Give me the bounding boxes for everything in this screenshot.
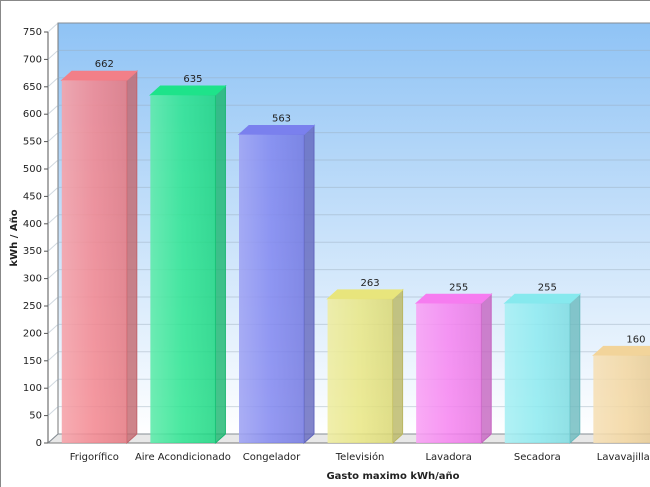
bar-side	[569, 293, 581, 445]
value-label: 160	[626, 334, 645, 345]
y-tick-label: 150	[23, 356, 42, 367]
x-tick-label: Secadora	[514, 452, 561, 463]
x-tick-label: Televisión	[335, 451, 385, 463]
y-tick-label: 450	[23, 191, 42, 202]
grid-line	[47, 186, 650, 197]
y-tick-label: 300	[23, 274, 42, 285]
bar-side	[303, 124, 315, 445]
grid-line	[47, 214, 650, 225]
value-label: 662	[95, 59, 114, 70]
value-label: 255	[538, 282, 557, 293]
x-tick-label: Congelador	[243, 452, 301, 463]
bar-top	[149, 85, 227, 96]
bar-shine	[61, 80, 127, 443]
bar-top	[60, 70, 139, 81]
y-tick-label: 250	[23, 301, 42, 312]
y-tick-label: 50	[29, 411, 42, 422]
y-tick-label: 350	[23, 246, 42, 257]
grid-line	[47, 132, 650, 142]
bar-shine	[416, 303, 482, 443]
grid-line	[47, 269, 650, 279]
grid-line	[47, 22, 650, 33]
grid-line	[47, 77, 650, 88]
bar-shine	[327, 298, 393, 443]
value-label: 263	[361, 278, 380, 289]
y-tick-label: 700	[23, 54, 42, 65]
y-tick-label: 550	[23, 137, 42, 148]
x-axis-title: Gasto maximo kWh/año	[326, 471, 459, 482]
y-tick-label: 650	[23, 82, 42, 93]
y-tick-label: 400	[23, 219, 42, 230]
y-tick-label: 600	[23, 109, 42, 120]
grid-line	[47, 104, 650, 115]
y-axis-title: kWh / Año	[9, 209, 20, 266]
value-label: 563	[272, 113, 291, 124]
bar-shine	[504, 303, 570, 443]
x-tick-label: Aire Acondicionado	[135, 452, 231, 463]
bar-shine	[150, 95, 216, 444]
bar-top	[326, 289, 404, 300]
y-tick-label: 750	[23, 27, 42, 38]
x-tick-label: Frigorífico	[70, 451, 119, 463]
bar-top	[237, 124, 316, 135]
bar-shine	[593, 355, 650, 443]
y-tick-label: 200	[23, 328, 42, 339]
bar-side	[126, 70, 138, 445]
y-tick-label: 500	[23, 164, 42, 175]
bar-top	[503, 293, 582, 304]
x-tick-label: Lavavajillas	[597, 452, 650, 463]
bar-side	[214, 84, 226, 445]
grid-line	[47, 241, 650, 252]
grid-line	[47, 159, 650, 170]
value-label: 635	[183, 74, 202, 85]
grid-line	[47, 49, 650, 60]
bar-shine	[239, 134, 304, 443]
bar-top	[592, 345, 650, 356]
bar-side	[392, 288, 404, 445]
bars: 662 635 563 263 255 255 160	[60, 59, 650, 445]
bar-side	[480, 293, 492, 445]
y-tick-label: 0	[36, 438, 42, 449]
value-label: 255	[449, 282, 468, 293]
x-tick-label: Lavadora	[425, 452, 471, 463]
bar-top	[414, 293, 493, 304]
y-tick-label: 100	[23, 383, 42, 394]
